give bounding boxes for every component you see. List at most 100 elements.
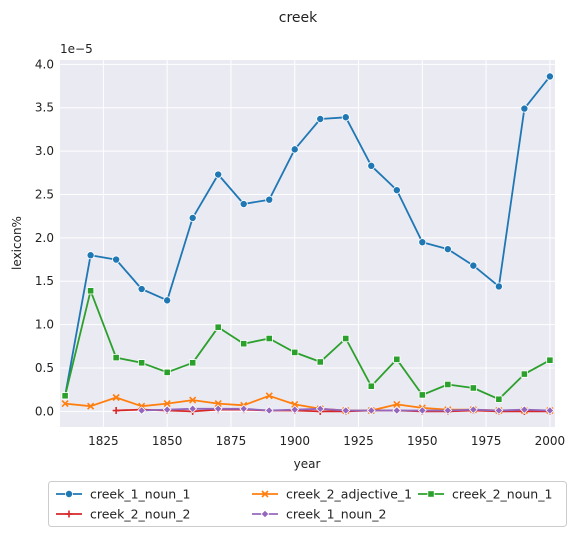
- y-tick-label: 3.0: [35, 144, 54, 158]
- data-point: [367, 161, 376, 170]
- y-axis-label: lexicon%: [10, 216, 24, 270]
- data-point: [290, 405, 300, 415]
- legend-box: [48, 481, 567, 527]
- data-point: [163, 368, 171, 376]
- x-axis-label: year: [294, 457, 321, 471]
- data-point: [87, 287, 95, 295]
- series-line: [64, 75, 551, 396]
- data-point: [342, 334, 350, 343]
- data-point: [87, 402, 95, 410]
- data-point: [393, 400, 401, 409]
- data-point: [61, 392, 69, 400]
- legend-label: creek_2_noun_1: [452, 487, 552, 502]
- data-point: [214, 323, 222, 331]
- data-point: [112, 255, 121, 264]
- data-point: [392, 186, 401, 195]
- data-point: [494, 282, 503, 291]
- data-point: [137, 285, 146, 294]
- series-line: [64, 289, 551, 401]
- legend-item: creek_1_noun_2: [252, 507, 386, 522]
- data-point: [392, 406, 402, 415]
- data-point: [546, 356, 554, 364]
- legend-item: creek_2_adjective_1: [252, 487, 412, 502]
- data-point: [316, 114, 325, 123]
- legend-item: creek_2_noun_2: [56, 507, 190, 522]
- y-tick-label: 0.0: [35, 404, 54, 418]
- data-point: [341, 113, 350, 122]
- data-point: [163, 296, 172, 305]
- data-point: [163, 400, 171, 408]
- data-point: [393, 355, 401, 363]
- legend-label: creek_2_adjective_1: [286, 487, 412, 502]
- legend-item: creek_1_noun_1: [56, 487, 190, 502]
- y-tick-label: 0.5: [35, 361, 54, 375]
- plot-area: [60, 60, 555, 427]
- y-tick-label: 3.5: [35, 101, 54, 115]
- data-point: [366, 406, 376, 415]
- data-point: [188, 404, 198, 414]
- legend-label: creek_1_noun_1: [90, 487, 190, 502]
- x-tick-label: 1875: [216, 434, 247, 448]
- data-point: [443, 245, 452, 254]
- legend: creek_1_noun_1 creek_2_adjective_1 creek_2…: [48, 481, 567, 527]
- x-tick-label: 2000: [535, 434, 566, 448]
- y-tick-label: 2.5: [35, 187, 54, 201]
- data-point: [239, 404, 249, 414]
- y-tick-label: 4.0: [35, 57, 54, 71]
- data-point: [520, 370, 528, 378]
- y-tick-label: 1.0: [35, 318, 54, 332]
- legend-marker: [65, 510, 73, 518]
- data-point: [469, 261, 478, 270]
- chart-title: creek: [279, 10, 318, 26]
- data-point: [137, 406, 147, 415]
- x-tick-label: 1925: [343, 434, 374, 448]
- data-point: [240, 340, 248, 348]
- data-point: [418, 391, 426, 399]
- data-point: [520, 104, 529, 113]
- legend-label: creek_2_noun_2: [90, 507, 190, 522]
- data-point: [291, 348, 299, 356]
- data-point: [265, 392, 273, 400]
- x-tick-label: 1900: [279, 434, 310, 448]
- data-point: [61, 400, 69, 408]
- data-point: [86, 251, 95, 260]
- data-point: [291, 400, 299, 409]
- y-offset-label: 1e−5: [60, 42, 93, 56]
- series-creek_2_noun_1: [61, 287, 554, 403]
- data-point: [495, 395, 503, 403]
- data-point: [112, 393, 120, 402]
- legend-label: creek_1_noun_2: [286, 507, 386, 522]
- data-point: [443, 406, 453, 415]
- data-point: [189, 396, 197, 404]
- legend-item: creek_2_noun_1: [418, 487, 552, 502]
- series-layer: [61, 72, 555, 415]
- data-point: [469, 384, 477, 392]
- legend-marker: [427, 490, 435, 498]
- x-tick-label: 1950: [407, 434, 438, 448]
- legend-marker: [261, 490, 269, 498]
- data-point: [545, 406, 555, 415]
- y-tick-label: 2.0: [35, 231, 54, 245]
- data-point: [264, 406, 274, 415]
- data-point: [290, 145, 299, 154]
- x-tick-label: 1825: [88, 434, 119, 448]
- data-point: [315, 404, 325, 414]
- grid-lines: [60, 60, 555, 427]
- data-point: [316, 358, 324, 366]
- x-tick-label: 1850: [152, 434, 183, 448]
- data-point: [239, 200, 248, 209]
- data-point: [188, 213, 197, 222]
- data-point: [417, 406, 427, 415]
- data-point: [213, 404, 223, 414]
- data-point: [112, 407, 120, 415]
- legend-marker: [260, 509, 270, 519]
- series-creek_1_noun_1: [61, 72, 554, 400]
- x-tick-label: 1975: [471, 434, 502, 448]
- data-point: [341, 406, 351, 415]
- series-creek_1_noun_2: [137, 404, 555, 415]
- y-tick-label: 1.5: [35, 274, 54, 288]
- data-point: [189, 359, 197, 367]
- data-point: [214, 170, 223, 179]
